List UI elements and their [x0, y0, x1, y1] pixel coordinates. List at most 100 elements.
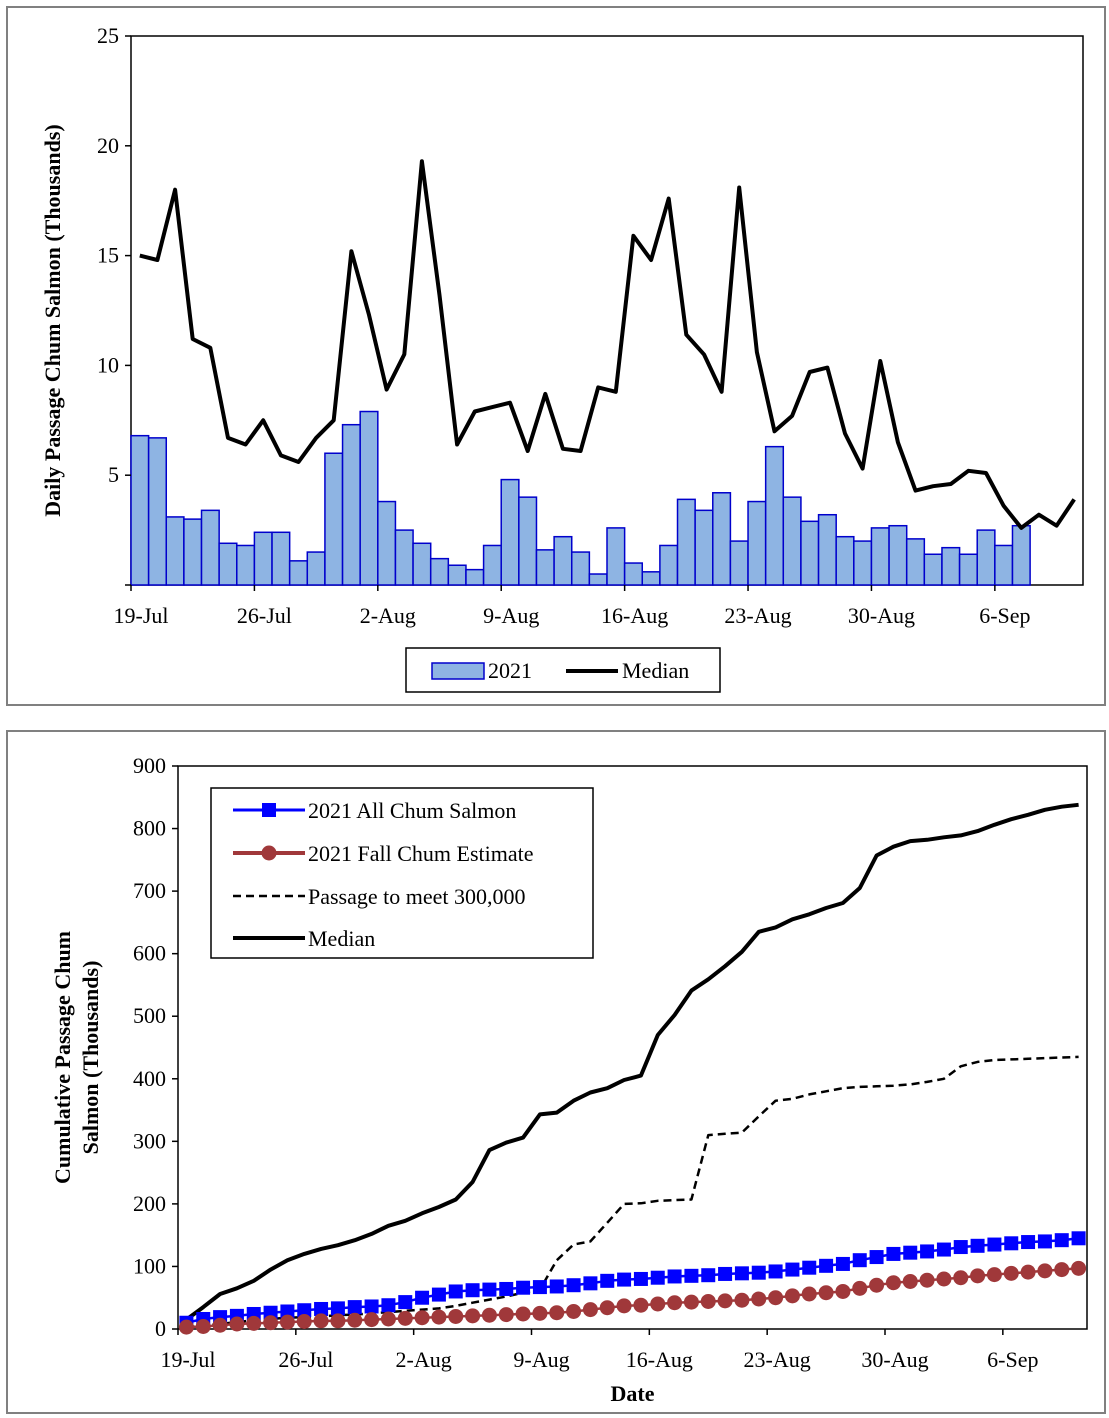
- fall-chum-marker: [515, 1306, 531, 1322]
- bar-2021: [994, 544, 1014, 586]
- median-line: [139, 159, 1076, 530]
- all-chum-marker: [785, 1262, 800, 1277]
- fall-chum-marker: [481, 1307, 497, 1323]
- fall-chum-marker: [835, 1283, 851, 1299]
- passage-to-meet-300000-line: [186, 1055, 1079, 1329]
- all-chum-marker: [1004, 1236, 1019, 1251]
- all-chum-marker: [1071, 1231, 1086, 1246]
- all-chum-marker: [886, 1246, 901, 1261]
- bar-2021: [905, 538, 926, 586]
- fall-chum-marker: [717, 1293, 733, 1309]
- all-chum-marker: [936, 1242, 951, 1257]
- bar-2021: [870, 527, 890, 586]
- all-chum-marker: [600, 1273, 615, 1288]
- y-tick-label: 800: [133, 816, 166, 841]
- fall-chum-marker: [986, 1267, 1002, 1283]
- all-chum-marker: [499, 1281, 514, 1296]
- all-chum-marker: [970, 1238, 985, 1253]
- fall-chum-marker: [818, 1285, 834, 1301]
- daily-passage-chart-panel: 5 10 15 20 25 19-Jul 26-Jul 2-Aug 9-Aug 16-Aug 23-…: [6, 6, 1106, 706]
- bar-2021: [676, 498, 696, 586]
- fall-chum-marker: [448, 1308, 464, 1324]
- all-chum-marker: [684, 1268, 699, 1283]
- bar-2021: [183, 518, 203, 586]
- legend-marker-all-chum: [262, 803, 276, 817]
- all-chum-marker: [802, 1260, 817, 1275]
- all-chum-marker: [953, 1240, 968, 1255]
- fall-chum-marker: [734, 1292, 750, 1308]
- bar-2021: [659, 544, 679, 586]
- bar-2021: [359, 410, 379, 586]
- bar-2021: [482, 544, 502, 586]
- fall-chum-marker: [212, 1317, 228, 1333]
- all-chum-marker: [566, 1278, 581, 1293]
- fall-chum-marker: [279, 1314, 295, 1330]
- y-tick-label: 400: [133, 1066, 166, 1091]
- fall-chum-marker: [700, 1293, 716, 1309]
- all-chum-marker: [280, 1304, 295, 1319]
- bar-2021: [1011, 524, 1031, 586]
- fall-chum-marker: [869, 1277, 885, 1293]
- legend-label-fall-chum: 2021 Fall Chum Estimate: [308, 841, 534, 866]
- all-chum-marker: [398, 1295, 413, 1310]
- cumulative-passage-chart: 0 100 200 300 400 500 600 700 800 900 19-Jul 26-Jul…: [50, 753, 1088, 1406]
- fall-chum-marker: [801, 1286, 817, 1302]
- fall-chum-marker: [229, 1316, 245, 1332]
- all-chum-marker: [718, 1266, 733, 1281]
- fall-chum-marker: [549, 1305, 565, 1321]
- bar-2021: [394, 529, 414, 586]
- x-tick-label: 6-Sep: [987, 1347, 1038, 1372]
- bar-2021: [641, 571, 661, 586]
- bar-2021: [447, 564, 467, 586]
- fall-chum-marker: [364, 1312, 380, 1328]
- all-chum-marker: [751, 1265, 766, 1280]
- x-tick-label: 23-Aug: [744, 1347, 811, 1372]
- all-chum-marker: [987, 1237, 1002, 1252]
- fall-chum-marker: [852, 1280, 868, 1296]
- median-line: [185, 802, 1079, 1322]
- all-chum-marker: [1037, 1234, 1052, 1249]
- x-tick-label: 19-Jul: [114, 603, 169, 628]
- bar-2021: [623, 562, 644, 586]
- x-tick-label: 9-Aug: [483, 603, 539, 628]
- bar-2021: [958, 553, 978, 586]
- all-chum-marker: [482, 1282, 497, 1297]
- all-chum-marker: [549, 1279, 564, 1294]
- fall-chum-marker: [178, 1319, 194, 1335]
- legend-label-median: Median: [622, 658, 689, 683]
- all-chum-marker: [1021, 1235, 1036, 1250]
- y-tick-label: 500: [133, 1003, 166, 1028]
- x-tick-label: 16-Aug: [626, 1347, 693, 1372]
- y-tick-label: 20: [97, 133, 119, 158]
- bar-2021: [535, 549, 555, 586]
- all-chum-marker: [734, 1266, 749, 1281]
- y-tick-label: 200: [133, 1191, 166, 1216]
- bar-2021: [729, 540, 749, 586]
- y-tick-label: 25: [97, 23, 119, 48]
- fall-chum-marker: [330, 1313, 346, 1329]
- all-chum-marker: [297, 1303, 312, 1318]
- fall-chum-marker: [751, 1291, 767, 1307]
- legend-label-all-chum: 2021 All Chum Salmon: [308, 798, 516, 823]
- bar-2021: [377, 500, 397, 586]
- bar-2021: [817, 513, 837, 586]
- y-tick-label: 10: [97, 352, 119, 377]
- all-chum-marker: [465, 1283, 480, 1298]
- legend-marker-fall-chum: [261, 845, 277, 861]
- bar-2021: [518, 496, 538, 586]
- bar-2021: [306, 551, 326, 586]
- all-chum-marker: [852, 1253, 867, 1268]
- daily-passage-chart: 5 10 15 20 25 19-Jul 26-Jul 2-Aug 9-Aug 16-Aug 23-…: [40, 23, 1084, 693]
- fall-chum-marker: [919, 1272, 935, 1288]
- all-chum-marker: [431, 1287, 446, 1302]
- cumulative-passage-chart-panel: 0 100 200 300 400 500 600 700 800 900 19-Jul 26-Jul…: [6, 730, 1106, 1414]
- bar-2021: [288, 560, 309, 586]
- fall-chum-marker: [296, 1313, 312, 1329]
- bar-2021: [835, 535, 855, 586]
- all-chum-marker: [701, 1268, 716, 1283]
- all-chum-marker: [330, 1301, 345, 1316]
- bar-2021: [941, 546, 961, 586]
- x-tick-label: 19-Jul: [161, 1347, 216, 1372]
- fall-chum-marker: [885, 1275, 901, 1291]
- fall-chum-marker: [902, 1273, 918, 1289]
